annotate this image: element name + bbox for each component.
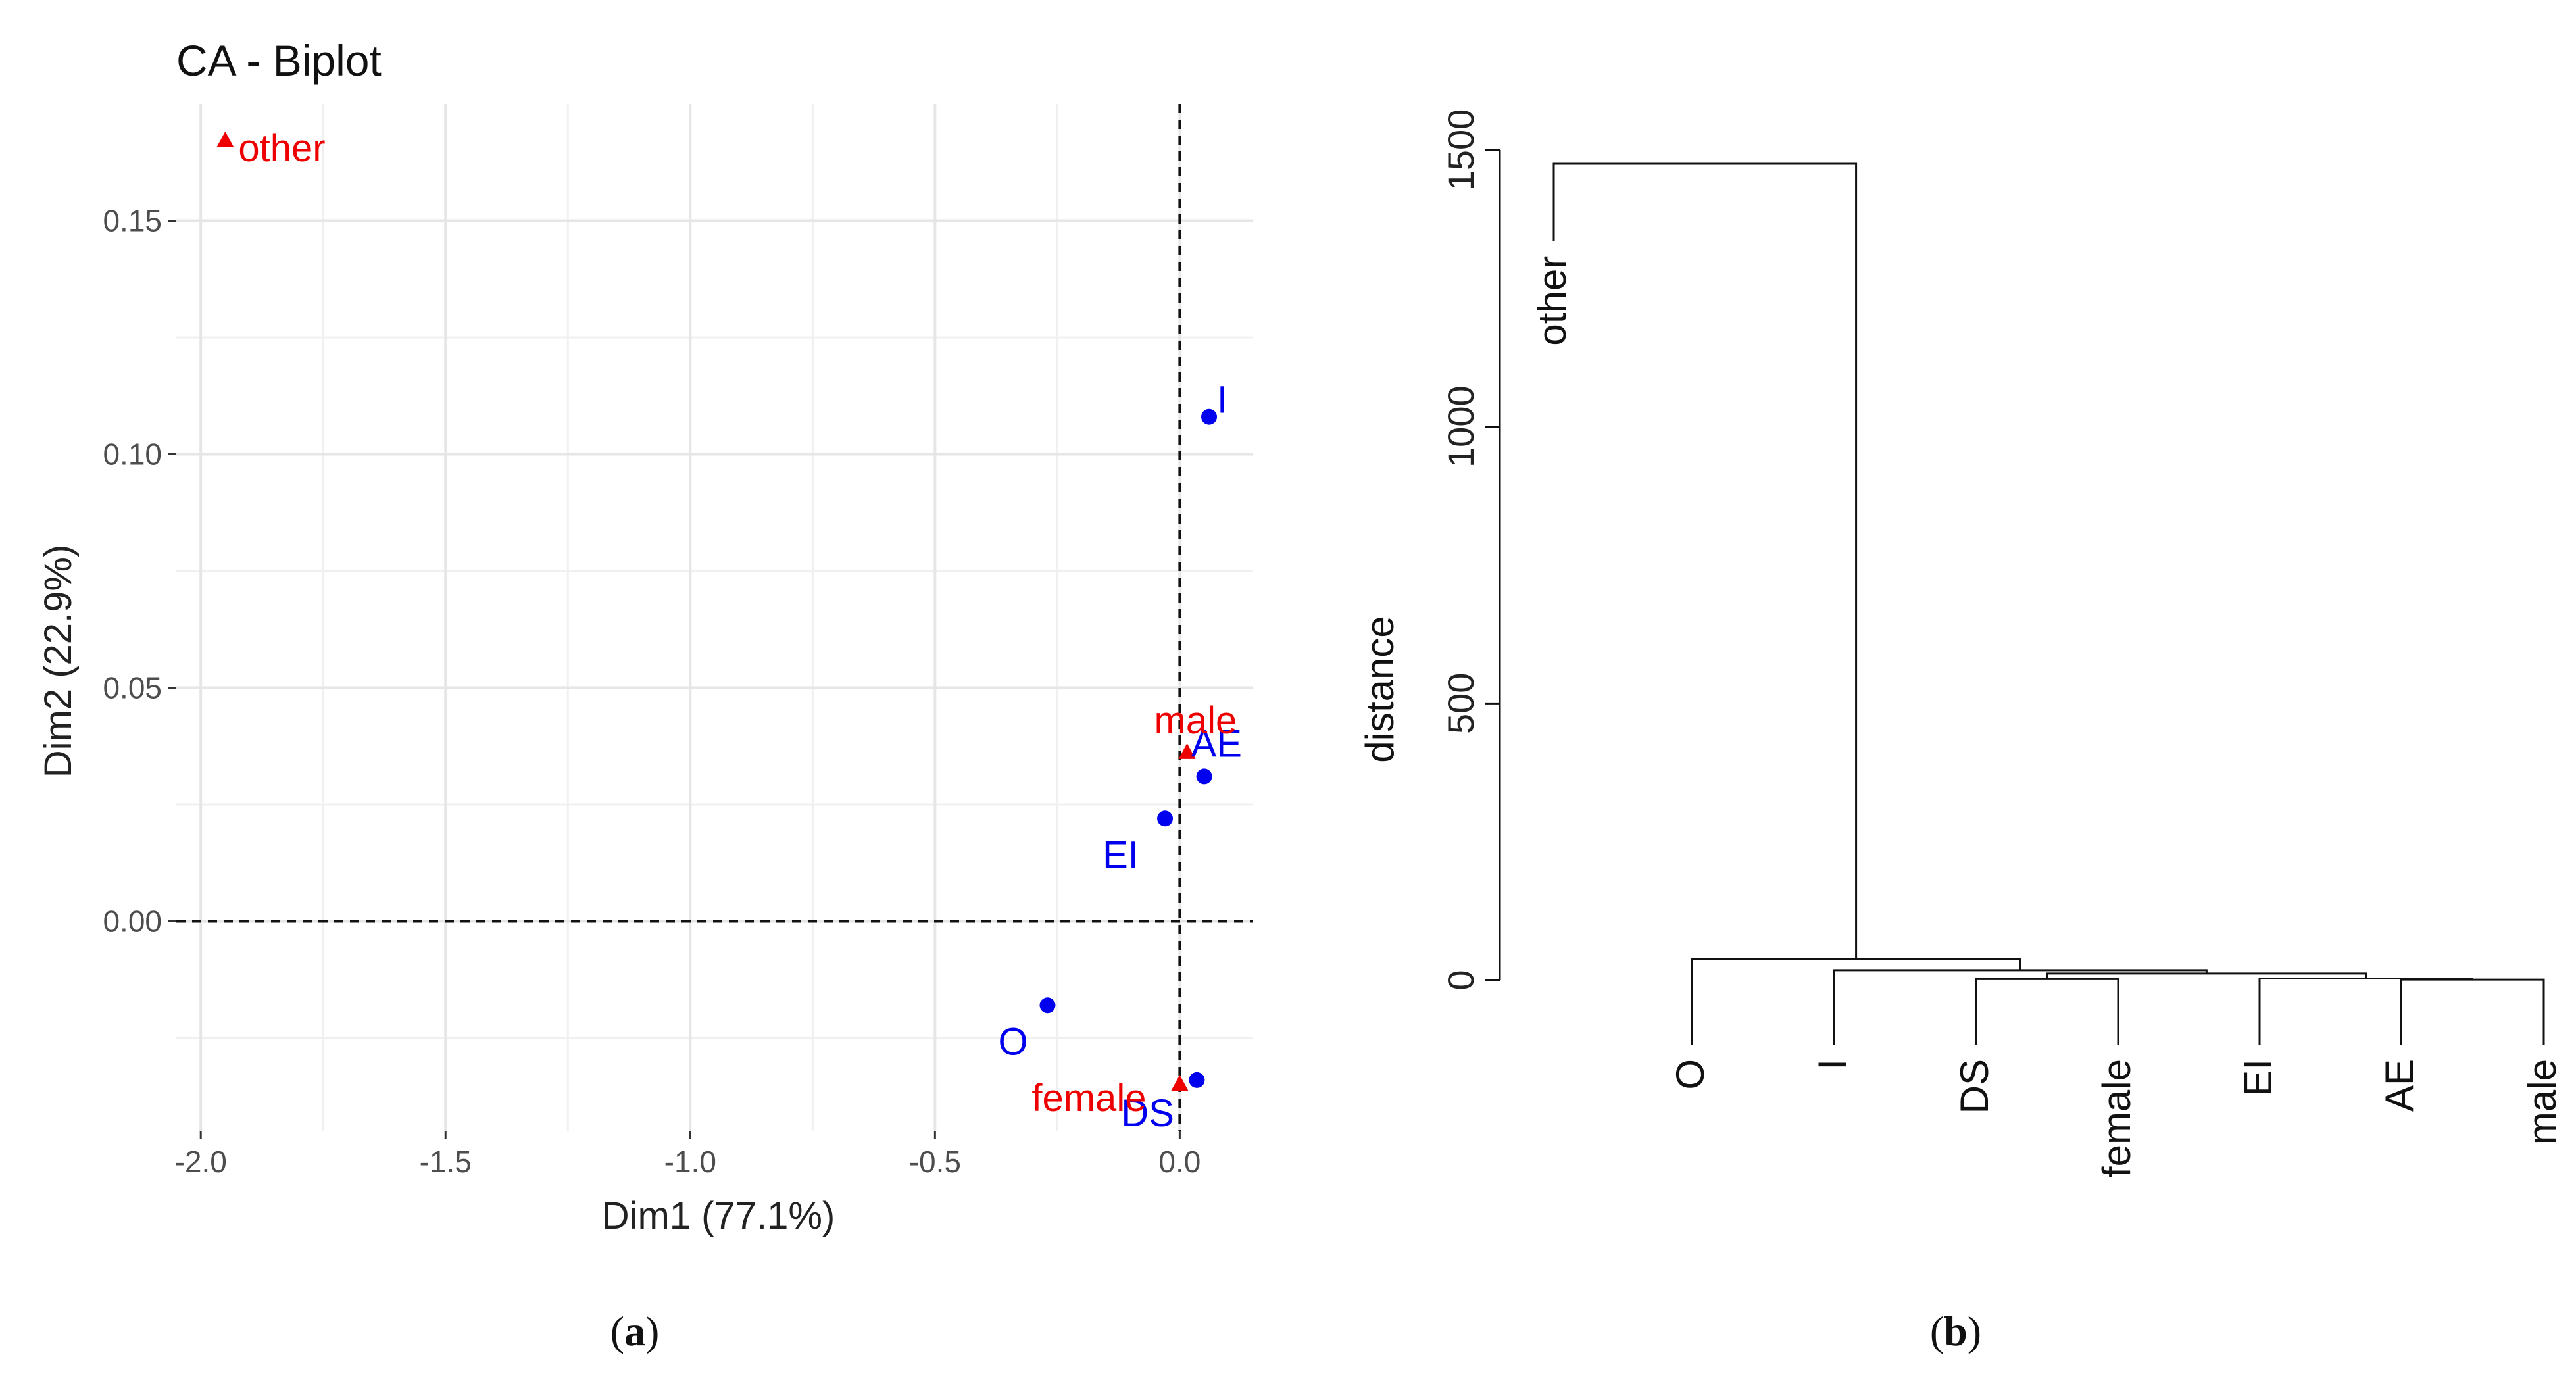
label-male: male [1154,699,1237,742]
leaf-label-O: O [1668,1059,1712,1090]
dendrogram-tick-label: 500 [1440,673,1481,734]
dendrogram-y-axis: 0 500 1000 1500 [1440,109,1501,991]
biplot-reference-lines [176,104,1253,1131]
caption-b: (b) [1930,1308,1981,1354]
label-I: I [1217,379,1227,422]
point-I [1201,408,1218,425]
biplot-y-ticks: 0.00 0.05 0.10 0.15 [103,204,176,939]
merge-other-O+I+DS+female+EI+AE+male [1552,162,1858,960]
x-tick-label: 0.0 [1158,1145,1201,1179]
x-tick-label: -0.5 [909,1145,961,1179]
point-male [1178,743,1196,759]
x-tick-label: -1.5 [420,1145,472,1179]
biplot-points [216,131,1218,1091]
merge-DS-female [1975,978,2119,1045]
leaf-label-other: other [1530,256,1574,346]
leaf-label-EI: EI [2236,1059,2280,1097]
leaf-label-male: male [2520,1059,2564,1145]
y-tick-label: 0.10 [103,437,162,472]
leaf-label-I: I [1810,1059,1854,1070]
point-DS [1189,1072,1205,1088]
label-AE: AE [1191,722,1242,765]
point-O [1039,997,1056,1014]
leaf-label-female: female [2094,1059,2139,1177]
dendrogram-tick-label: 1500 [1440,109,1481,191]
dendrogram-tick-label: 0 [1440,970,1481,990]
y-tick-label: 0.05 [103,671,162,705]
dendrogram-tree [1552,162,2545,1045]
ca-biplot-panel: CA - Biplot -2.0 -1.5 -1.0 -0.5 0.0 0.00 0.05… [37,36,1253,1354]
biplot-point-labels: I AE EI O DS other male female [238,127,1242,1135]
x-tick-label: -1.0 [664,1145,716,1179]
label-EI: EI [1102,833,1139,876]
merge-AE-male [2400,978,2545,1045]
point-EI [1157,810,1174,827]
y-tick-label: 0.00 [103,904,162,939]
biplot-x-axis-label: Dim1 (77.1%) [602,1195,835,1237]
y-tick-label: 0.15 [103,204,162,238]
merge-EI-AE+male [2258,977,2473,1045]
leaf-label-AE: AE [2377,1059,2421,1112]
x-tick-label: -2.0 [175,1145,227,1179]
point-female [1171,1075,1189,1091]
merge-I-DS+female+EI+AE+male [1833,969,2208,1045]
merge-O-I+DS+female+EI+AE+male [1691,958,2021,1045]
label-female: female [1031,1077,1146,1120]
point-AE [1196,768,1212,785]
point-other [216,131,234,147]
label-O: O [998,1020,1028,1063]
biplot-x-ticks: -2.0 -1.5 -1.0 -0.5 0.0 [175,1131,1201,1179]
biplot-title: CA - Biplot [176,36,382,85]
label-DS: DS [1121,1092,1174,1135]
dendrogram-panel: 0 500 1000 1500 other O I DS female EI AE male dis… [1358,109,2564,1354]
dendrogram-leaf-labels: other O I DS female EI AE male [1530,256,2564,1177]
caption-a: (a) [610,1308,660,1354]
dendrogram-tick-label: 1000 [1440,385,1481,468]
label-other: other [238,127,325,170]
biplot-y-axis-label: Dim2 (22.9%) [37,545,80,778]
leaf-label-DS: DS [1952,1059,1996,1114]
biplot-grid [176,104,1253,1131]
dendrogram-y-axis-label: distance [1358,616,1402,762]
